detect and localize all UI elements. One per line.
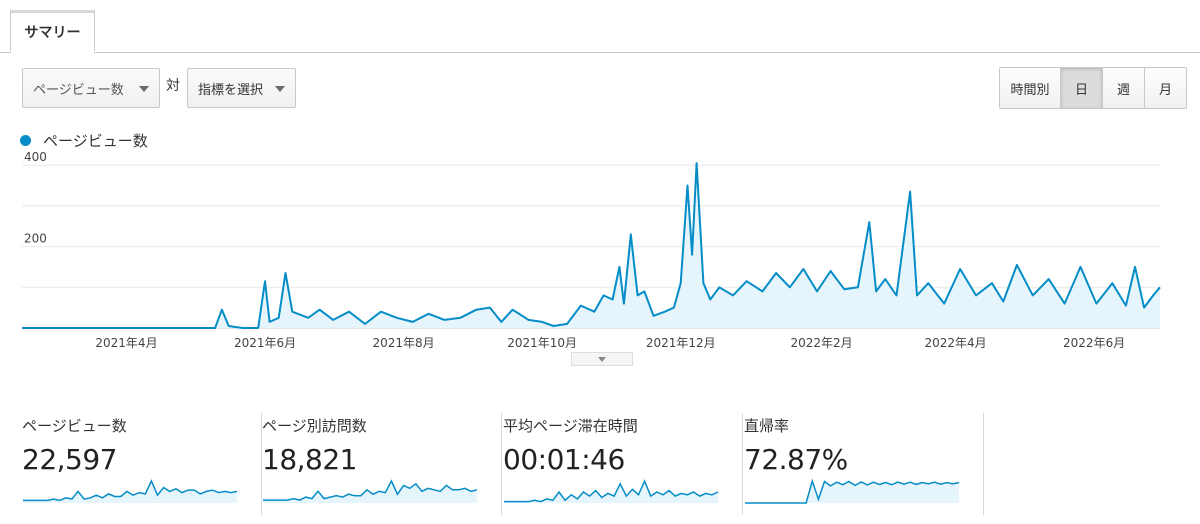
sparkline-area [23, 481, 237, 503]
sparkline-line [504, 479, 719, 503]
metric-value: 22,597 [22, 443, 117, 476]
metric-select-label: ページビュー数 [33, 82, 124, 98]
series-area [22, 163, 1160, 328]
metric-avg-time-on-page: 平均ページ滞在時間 00:01:46 [503, 405, 743, 515]
metric-label: 平均ページ滞在時間 [503, 417, 638, 435]
metric-sparkline [263, 479, 478, 503]
metric-select[interactable]: ページビュー数 [22, 68, 160, 108]
granularity-week-button[interactable]: 週 [1103, 68, 1145, 108]
metric-unique-pageviews: ページ別訪問数 18,821 [262, 405, 502, 515]
series-line [22, 162, 1161, 329]
chart-legend: ページビュー数 [20, 130, 148, 151]
metric-value: 00:01:46 [503, 443, 625, 476]
metric-label: ページビュー数 [22, 417, 127, 435]
sparkline-area [504, 481, 718, 503]
metric-value: 18,821 [262, 443, 357, 476]
tab-bar: サマリー [0, 0, 1200, 53]
chevron-down-icon [139, 86, 149, 92]
x-tick-label: 2021年12月 [646, 336, 716, 350]
sparkline-line [745, 478, 960, 504]
metric-value: 72.87% [744, 443, 848, 476]
legend-label: ページビュー数 [43, 132, 148, 150]
x-tick-label: 2022年2月 [790, 336, 852, 350]
metric-divider [983, 413, 984, 515]
y-tick-label: 400 [24, 150, 47, 164]
y-tick-label: 200 [24, 232, 47, 246]
metric-sparkline [504, 479, 719, 503]
tab-summary[interactable]: サマリー [10, 10, 95, 53]
x-tick-label: 2021年6月 [234, 336, 296, 350]
sparkline-line [23, 479, 238, 502]
granularity-hourly-button[interactable]: 時間別 [1000, 68, 1061, 108]
chart-expand-button[interactable] [571, 352, 633, 366]
x-tick-label: 2021年8月 [373, 336, 435, 350]
sparkline-area [745, 481, 959, 503]
metric-sparkline [23, 479, 238, 503]
compare-metric-select[interactable]: 指標を選択 [187, 68, 296, 108]
granularity-month-button[interactable]: 月 [1145, 68, 1186, 108]
x-tick-label: 2021年10月 [507, 336, 577, 350]
vs-label: 対 [166, 78, 180, 94]
chevron-down-icon [598, 356, 606, 362]
metric-divider [261, 413, 262, 515]
sparkline-area [263, 481, 477, 503]
metric-label: ページ別訪問数 [262, 417, 367, 435]
x-tick-label: 2022年6月 [1063, 336, 1125, 350]
x-tick-label: 2022年4月 [924, 336, 986, 350]
sparkline-line [263, 479, 478, 501]
chevron-down-icon [275, 86, 285, 92]
metric-divider [501, 413, 502, 515]
compare-select-label: 指標を選択 [198, 82, 264, 98]
metric-divider [742, 413, 743, 515]
pageviews-chart: 400 200 2021年4月 2021年6月 2021年8月 2021年10月 2021年… [22, 150, 1161, 350]
x-tick-label: 2021年4月 [95, 336, 157, 350]
metric-pageviews: ページビュー数 22,597 [22, 405, 262, 515]
metric-label: 直帰率 [744, 417, 790, 435]
metric-bounce-rate: 直帰率 72.87% [744, 405, 984, 515]
granularity-day-button[interactable]: 日 [1061, 68, 1103, 108]
granularity-button-group: 時間別 日 週 月 [999, 67, 1187, 109]
metric-sparkline [745, 478, 960, 504]
legend-dot-icon [20, 135, 31, 146]
